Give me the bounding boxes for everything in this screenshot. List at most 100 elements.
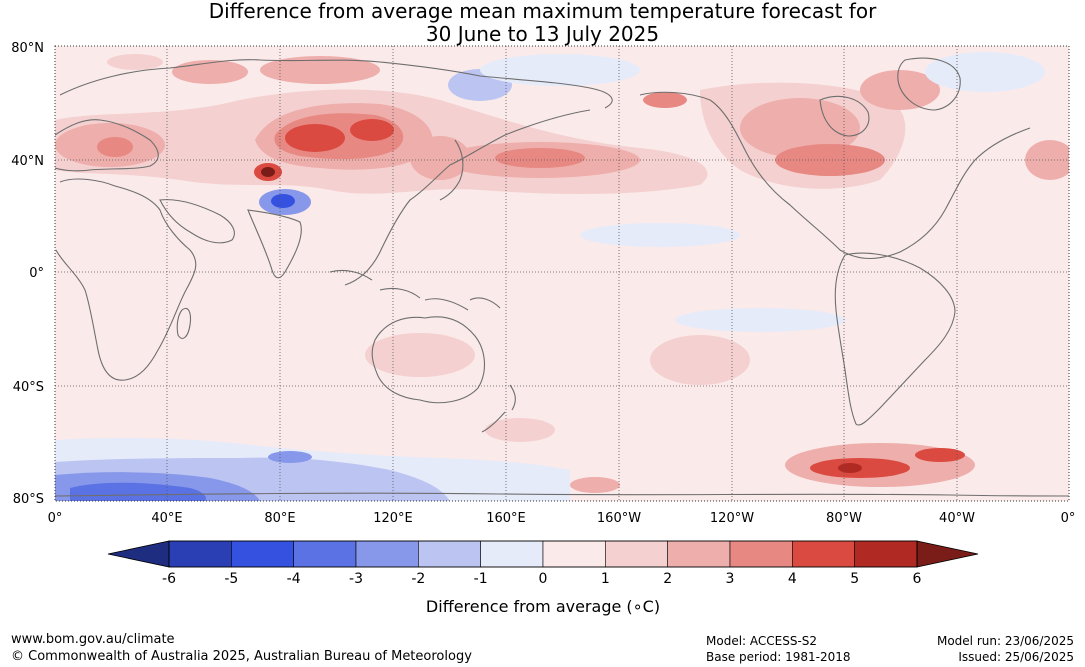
footer-issued: Issued: 25/06/2025: [958, 650, 1074, 664]
colorbar-outline: [168, 540, 918, 568]
anomaly-field: [55, 46, 1069, 501]
india-coastline: [247, 209, 302, 279]
latitude-labels: 80°N 40°N 0° 40°S 80°S: [11, 41, 44, 507]
colorbar-tick: -1: [474, 571, 488, 587]
arctic-warm-2: [260, 56, 380, 84]
colorbar-bin: [792, 540, 855, 568]
eurasia-north-coastline: [59, 59, 613, 109]
east-asia-coastline: [344, 109, 591, 286]
pacific-cool-band: [580, 223, 740, 247]
india-cold-core: [271, 194, 295, 208]
australia-warm: [365, 333, 475, 377]
new-zealand-coastline: [481, 384, 516, 433]
atlantic-warm: [1025, 140, 1069, 180]
footer-model-info: Model: ACCESS-S2 Base period: 1981-2018: [706, 633, 851, 665]
arctic-cold-2: [925, 52, 1045, 92]
colorbar-tick: -2: [411, 571, 425, 587]
footer-copyright: © Commonwealth of Australia 2025, Austra…: [11, 649, 472, 664]
southern-cold-core: [70, 482, 207, 501]
colorbar-tick: 4: [788, 571, 797, 587]
lat-label-80n: 80°N: [11, 41, 44, 56]
footer-model: Model: ACCESS-S2: [706, 634, 818, 648]
colorbar-tick: 3: [726, 571, 735, 587]
southern-warm-3: [485, 418, 555, 442]
colorbar-bin: [355, 540, 419, 568]
colorbar-bin: [231, 540, 294, 568]
footer-website: www.bom.gov.au/climate: [11, 632, 175, 647]
colorbar-tick: 1: [601, 571, 610, 587]
colorbar-label: Difference from average (∘C): [426, 597, 660, 616]
colorbar-max-extension: [916, 540, 979, 568]
siberia-cool: [480, 54, 640, 86]
arctic-warm-1: [172, 60, 248, 84]
southern-cold-spot: [268, 451, 312, 463]
colorbar-bins: [168, 540, 918, 568]
lon-label-160w: 160°W: [597, 511, 641, 526]
pacific-warm-core: [495, 148, 585, 168]
colorbar-tick: 5: [850, 571, 859, 587]
southern-warm-2: [570, 477, 620, 493]
lon-label-80e: 80°E: [264, 511, 295, 526]
south-america-coastline: [834, 252, 956, 426]
alaska-warm: [643, 92, 687, 108]
europe-hot-spot: [97, 137, 133, 157]
iran-very-hot-core: [261, 167, 275, 177]
longitude-labels: 0° 40°E 80°E 120°E 160°E 160°W 120°W 80°…: [48, 511, 1076, 526]
hudson-bay-coastline: [819, 95, 870, 137]
colorbar-tick: -3: [349, 571, 363, 587]
africa-coastline: [55, 178, 197, 381]
footer-run-info: Model run: 23/06/2025 Issued: 25/06/2025: [937, 633, 1074, 665]
colorbar-bin: [293, 540, 357, 568]
lon-label-120w: 120°W: [710, 511, 754, 526]
lon-label-80w: 80°W: [826, 511, 862, 526]
lon-label-40w: 40°W: [939, 511, 975, 526]
colorbar-min-extension: [107, 540, 170, 568]
lon-label-0-left: 0°: [48, 511, 63, 526]
colorbar-bin: [480, 540, 544, 568]
canada-warm: [740, 98, 860, 158]
colorbar-tick: 0: [539, 571, 548, 587]
colorbar-bin: [854, 540, 918, 568]
colorbar: -6 -5 -4 -3 -2 -1 0 1 2 3 4 5 6 Difference from aver…: [107, 540, 979, 616]
title-line-2: 30 June to 13 July 2025: [425, 22, 660, 46]
lon-label-120e: 120°E: [373, 511, 413, 526]
map-frame: [54, 45, 1070, 502]
footer-base-period: Base period: 1981-2018: [706, 650, 851, 664]
colorbar-bin: [168, 540, 232, 568]
colorbar-bin: [418, 540, 481, 568]
lat-label-40n: 40°N: [11, 154, 44, 169]
colorbar-bin: [729, 540, 793, 568]
coastlines: [55, 57, 1069, 497]
colorbar-tick: -5: [224, 571, 238, 587]
south-america-very-hot-core: [838, 463, 862, 473]
arabia-coastline: [159, 199, 235, 244]
colorbar-tick-labels: -6 -5 -4 -3 -2 -1 0 1 2 3 4 5 6: [162, 571, 922, 587]
china-hot-spot: [350, 119, 394, 141]
pacific-cool-band-2: [675, 308, 845, 332]
colorbar-tick: 6: [913, 571, 922, 587]
madagascar-coastline: [176, 307, 192, 339]
footer-model-run: Model run: 23/06/2025: [936, 634, 1074, 648]
southeast-asia-islands: [329, 269, 501, 311]
colorbar-tick: 2: [663, 571, 672, 587]
europe-coastline: [55, 119, 159, 172]
australia-coastline: [371, 316, 485, 404]
lat-label-0: 0°: [29, 266, 44, 281]
footer-left: www.bom.gov.au/climate © Commonwealth of…: [11, 631, 472, 665]
lat-label-80s: 80°S: [13, 492, 44, 507]
greenland-coastline: [897, 57, 961, 111]
colorbar-bin: [605, 540, 668, 568]
colorbar-bin: [667, 540, 731, 568]
graticule: [55, 46, 1069, 501]
mongolia-hot-spot: [285, 124, 345, 152]
lon-label-40e: 40°E: [151, 511, 182, 526]
arctic-warm-3: [107, 54, 163, 70]
japan-warm: [410, 136, 470, 180]
title-line-1: Difference from average mean maximum tem…: [208, 0, 877, 23]
map-title: Difference from average mean maximum tem…: [0, 0, 1085, 46]
colorbar-tick: -4: [287, 571, 301, 587]
north-america-coastline: [639, 91, 1031, 259]
colorbar-tick: -6: [162, 571, 176, 587]
japan-coastline: [439, 139, 464, 201]
